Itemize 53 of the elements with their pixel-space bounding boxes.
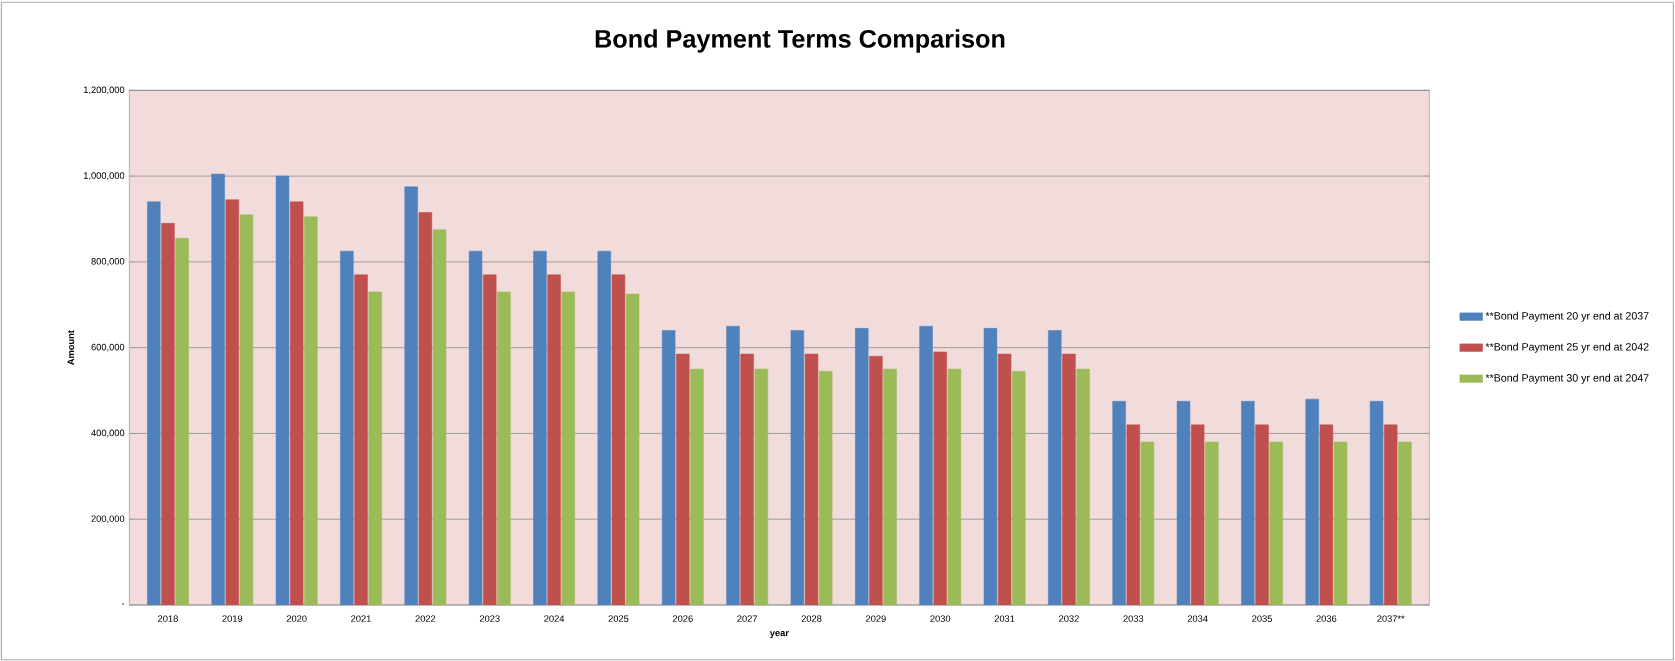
bar (726, 325, 740, 605)
bar (983, 328, 998, 605)
x-tick-label: 2036 (1316, 615, 1337, 622)
bar (661, 330, 676, 605)
bar (533, 250, 547, 605)
y-tick-label: 400,000 (91, 429, 125, 438)
chart-title: Bond Payment Terms Comparison (595, 29, 1005, 53)
bar (1112, 401, 1126, 605)
x-tick-label: 2030 (930, 615, 951, 622)
x-tick-label: 2033 (1123, 615, 1144, 622)
bar (855, 328, 869, 605)
x-tick-label: 2021 (351, 615, 371, 622)
x-tick-label: 2026 (672, 615, 693, 622)
legend-label: **Bond Payment 30 yr end at 2047 (1485, 373, 1649, 384)
x-tick-label: 2025 (608, 615, 629, 622)
y-tick-label: 800,000 (91, 258, 125, 266)
bar (919, 325, 933, 605)
y-tick-label: 1,200,000 (83, 86, 125, 95)
y-tick-label: 200,000 (91, 515, 125, 524)
bar (1241, 401, 1255, 605)
x-tick-label: 2028 (801, 615, 822, 622)
legend-label: **Bond Payment 25 yr end at 2042 (1485, 342, 1649, 353)
x-tick-label: 2020 (286, 615, 307, 622)
bar (790, 330, 805, 605)
bar (147, 201, 161, 605)
bar (1305, 398, 1319, 605)
x-tick-label: 2032 (1059, 615, 1079, 622)
bar (1369, 401, 1384, 605)
x-axis-title: year (769, 631, 789, 639)
bar (275, 175, 290, 605)
x-tick-label: 2035 (1252, 615, 1272, 622)
x-tick-label: 2027 (737, 615, 758, 622)
bar (404, 186, 418, 605)
x-tick-label: 2031 (994, 615, 1015, 622)
y-tick-label: - (121, 603, 125, 605)
legend-label: **Bond Payment 20 yr end at 2037 (1485, 311, 1649, 322)
bar (597, 250, 611, 605)
bar (340, 250, 354, 605)
x-tick-label: 2024 (544, 615, 565, 622)
y-tick-label: 1,000,000 (83, 172, 125, 180)
x-tick-label: 2029 (865, 615, 886, 622)
bar (1176, 401, 1191, 605)
y-axis-title: Amount (67, 330, 75, 365)
bar (468, 250, 483, 605)
x-tick-label: 2023 (479, 615, 500, 622)
bar (211, 173, 225, 605)
x-tick-label: 2034 (1187, 615, 1208, 622)
bar (1048, 330, 1062, 605)
x-tick-label: 2018 (158, 615, 178, 622)
x-tick-label: 2022 (415, 615, 436, 622)
x-tick-label: 2037** (1377, 615, 1405, 622)
x-tick-label: 2019 (222, 615, 243, 622)
y-tick-label: 600,000 (91, 343, 125, 352)
